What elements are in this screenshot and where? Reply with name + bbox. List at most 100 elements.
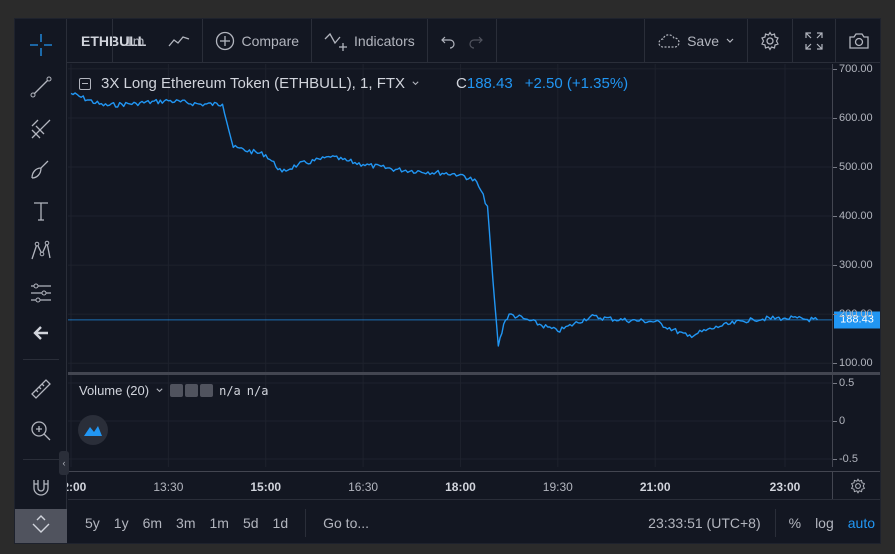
- volume-tick-mark: [833, 421, 837, 422]
- fullscreen-icon: [805, 31, 823, 50]
- undo-icon: [440, 36, 455, 49]
- settings-button[interactable]: [748, 19, 792, 62]
- axis-settings-button[interactable]: [832, 471, 880, 499]
- back-tool[interactable]: [23, 317, 59, 349]
- time-tick-label: 16:30: [348, 480, 379, 494]
- range-button-5d[interactable]: 5d: [242, 514, 259, 531]
- toolbar-divider: [305, 508, 307, 537]
- range-button-1m[interactable]: 1m: [209, 514, 229, 531]
- range-button-3m[interactable]: 3m: [176, 514, 196, 531]
- volume-tick-mark: [833, 383, 837, 384]
- text-icon: [34, 202, 48, 221]
- range-button-1y[interactable]: 1y: [113, 514, 129, 531]
- crosshair-icon: [30, 34, 52, 56]
- volume-label[interactable]: Volume (20): [79, 383, 150, 398]
- toolbar-divider: [774, 508, 776, 537]
- price-tick-label: 600.00: [839, 111, 873, 124]
- compare-button[interactable]: Compare: [203, 19, 311, 62]
- close-icon[interactable]: [200, 384, 214, 397]
- interval-button[interactable]: 1m: [125, 32, 145, 49]
- toolbar-divider: [311, 19, 313, 62]
- range-button-6m[interactable]: 6m: [142, 514, 163, 531]
- pattern-icon: [31, 240, 51, 260]
- screenshot-button[interactable]: [836, 19, 880, 62]
- price-tick-label: 700.00: [839, 62, 873, 75]
- pattern-tool[interactable]: [23, 235, 59, 267]
- price-tick-label: 200.00: [839, 308, 873, 321]
- chart-style-button[interactable]: [156, 19, 202, 62]
- close-price: 188.43: [466, 75, 513, 92]
- volume-legend: Volume (20) n/a n/a: [79, 383, 268, 398]
- indicators-label: Indicators: [354, 32, 415, 49]
- plus-circle-icon: [216, 31, 235, 50]
- close-label: C: [456, 75, 467, 92]
- volume-tick-label: 0.5: [839, 377, 855, 389]
- toolbar-divider: [23, 359, 59, 360]
- time-tick-label: 15:00: [250, 480, 282, 494]
- indicators-button[interactable]: Indicators: [312, 19, 427, 62]
- toolbar-divider: [426, 19, 428, 62]
- volume-value: n/a: [219, 383, 241, 398]
- tradingview-logo[interactable]: [78, 415, 108, 445]
- change-value: +2.50 (+1.35%): [524, 75, 629, 92]
- volume-ma-value: n/a: [246, 383, 269, 398]
- magnet-tool[interactable]: [23, 471, 59, 503]
- pane-divider[interactable]: [68, 372, 880, 375]
- price-tick-label: 400.00: [839, 210, 873, 223]
- text-tool[interactable]: [23, 195, 59, 227]
- price-tick-label: 100.00: [839, 357, 873, 370]
- volume-pane[interactable]: [68, 375, 832, 467]
- time-axis[interactable]: 12:00 13:30 15:00 16:30 18:00 19:30 21:00 23:00: [56, 471, 832, 499]
- undo-button[interactable]: [428, 19, 468, 62]
- indicators-icon: [324, 32, 348, 51]
- save-button[interactable]: Save: [645, 19, 747, 62]
- percent-scale-button[interactable]: %: [788, 514, 802, 531]
- prediction-tool[interactable]: [23, 277, 59, 309]
- zoom-tool[interactable]: [23, 415, 59, 447]
- eye-icon[interactable]: [170, 384, 184, 397]
- volume-tick-label: 0: [839, 415, 846, 427]
- crosshair-tool[interactable]: [23, 29, 59, 61]
- brush-tool[interactable]: [23, 153, 59, 185]
- settings-icon[interactable]: [185, 384, 199, 397]
- drawing-toolbar: [15, 19, 67, 543]
- lock-tool[interactable]: [15, 509, 67, 543]
- redo-button[interactable]: [468, 19, 496, 62]
- fib-tool[interactable]: [23, 113, 59, 145]
- save-label: Save: [687, 32, 719, 49]
- clock[interactable]: 23:33:51 (UTC+8): [648, 514, 761, 531]
- log-scale-button[interactable]: log: [815, 514, 834, 531]
- pitchfork-icon: [31, 119, 51, 139]
- price-pane[interactable]: [68, 64, 832, 373]
- close-value: C188.43: [456, 75, 513, 92]
- price-series-line: [70, 92, 819, 347]
- price-axis[interactable]: 188.43 700.00 600.00 500.00 400.00 300.00 200…: [832, 62, 880, 373]
- price-tick-mark: [833, 216, 837, 218]
- time-tick-label: 13:30: [153, 480, 184, 494]
- cloud-icon: [658, 33, 680, 48]
- toolbar-divider: [202, 19, 204, 62]
- bottom-toolbar: 5y 1y 6m 3m 1m 5d 1d Go to... 23:33:51 (UTC+8)…: [68, 499, 880, 543]
- volume-tick-mark: [833, 459, 837, 460]
- goto-button[interactable]: Go to...: [323, 514, 370, 531]
- range-button-1d[interactable]: 1d: [272, 514, 289, 531]
- series-title[interactable]: 3X Long Ethereum Token (ETHBULL), 1, FTX: [101, 75, 406, 92]
- price-tick-label: 300.00: [839, 259, 873, 272]
- redo-icon: [469, 36, 483, 49]
- compare-label: Compare: [241, 32, 300, 49]
- trend-line-tool[interactable]: [23, 71, 59, 103]
- fullscreen-button[interactable]: [793, 19, 835, 62]
- measure-tool[interactable]: [23, 373, 59, 405]
- ruler-icon: [31, 379, 51, 399]
- magnet-icon: [33, 480, 49, 496]
- price-tick-mark: [833, 68, 837, 70]
- range-button-5y[interactable]: 5y: [85, 514, 100, 531]
- volume-axis[interactable]: 0.5 0 -0.5: [832, 375, 880, 467]
- price-legend: 3X Long Ethereum Token (ETHBULL), 1, FTX…: [79, 75, 628, 92]
- collapse-legend-icon[interactable]: [79, 77, 91, 90]
- price-tick-mark: [833, 314, 837, 316]
- auto-scale-button[interactable]: auto: [847, 514, 875, 531]
- trend-line-icon: [30, 76, 52, 98]
- toolbar-collapse-handle[interactable]: ‹: [59, 451, 69, 475]
- chevron-down-icon: [726, 38, 734, 43]
